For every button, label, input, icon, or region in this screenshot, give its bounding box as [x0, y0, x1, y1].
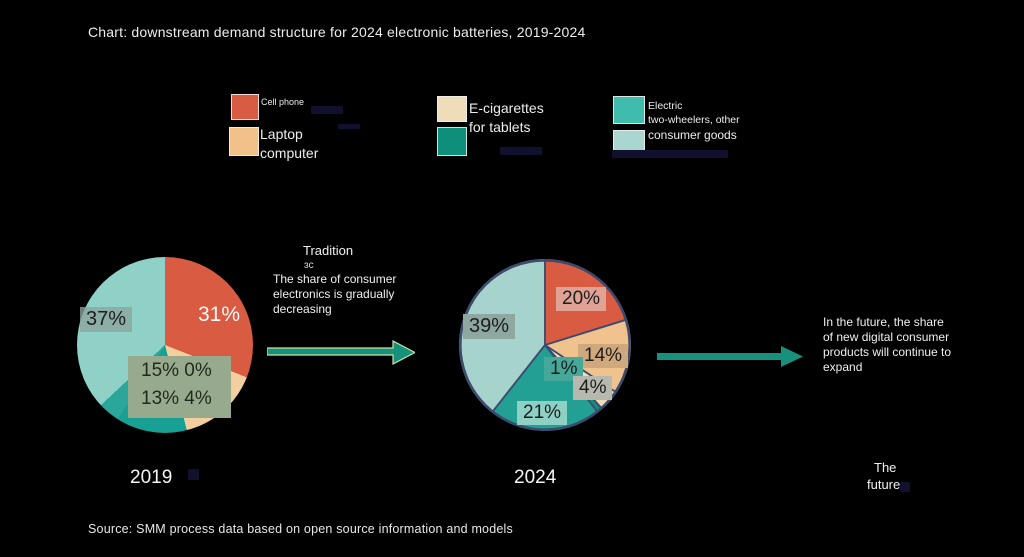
right-annotation-line3: products will continue to [823, 345, 952, 359]
legend-swatch-e-cigarettes [437, 96, 467, 122]
legend-swatch-cell-phone [231, 94, 259, 120]
middle-annotation-glyph: ɜc [304, 260, 314, 271]
pie-2024-label-cell: 20% [556, 287, 607, 311]
legend-label-laptop-line2: computer [260, 145, 319, 161]
pie-2019-label-cell: 31% [198, 303, 241, 326]
year-label-2024: 2024 [514, 467, 557, 488]
middle-annotation-heading: Tradition [303, 243, 354, 258]
middle-annotation-line1: The share of consumer [273, 272, 397, 286]
legend-swatch-tablets [437, 127, 467, 156]
illegible-dark-text [500, 147, 542, 155]
right-annotation-line1: In the future, the share [823, 315, 944, 329]
source-note: Source: SMM process data based on open s… [88, 522, 513, 536]
illegible-dark-text [612, 150, 728, 158]
pie-2024-label-laptop: 14% [578, 344, 629, 368]
pie-2019-center-label-box: 15% 0% 13% 4% [128, 356, 231, 418]
legend-swatch-two-wheelers [613, 96, 645, 124]
middle-annotation-line2: electronics is gradually [273, 287, 395, 301]
right-annotation-line2: of new digital consumer [823, 330, 950, 344]
pie-2024-label-consumer: 39% [463, 314, 516, 339]
middle-annotation-line3: decreasing [273, 302, 332, 316]
legend-label-electric: Electric [648, 100, 683, 112]
illegible-dark-text [338, 124, 360, 129]
chart-title: Chart: downstream demand structure for 2… [88, 24, 586, 40]
legend-label-consumer-goods: consumer goods [648, 128, 737, 142]
illegible-dark-text [900, 482, 910, 492]
right-arrow-icon [267, 340, 415, 365]
legend-swatch-laptop [229, 127, 259, 156]
legend-label-e-cigarettes: E-cigarettes [469, 100, 544, 116]
legend-label-cell-phone: Cell phone [261, 97, 305, 107]
legend-label-two-wheelers: two-wheelers, other [648, 114, 740, 126]
legend-label-laptop-line1: Laptop [260, 126, 303, 142]
pie-2019-box-line1: 15% 0% [141, 360, 212, 381]
future-label-line2: future [867, 477, 901, 492]
year-label-2019: 2019 [130, 467, 173, 488]
right-annotation-line4: expand [823, 360, 863, 374]
legend-label-for-tablets: for tablets [469, 119, 531, 135]
pie-2024-label-ecig: 4% [573, 376, 613, 400]
illegible-dark-text [188, 469, 199, 480]
pie-2024-label-two-wheelers: 21% [517, 401, 568, 425]
pie-2019-box-line2: 13% 4% [141, 388, 212, 409]
right-arrow-icon [657, 346, 803, 367]
illegible-dark-text [311, 106, 343, 114]
pie-2019-label-consumer: 37% [80, 307, 133, 332]
future-label-line1: The [874, 460, 897, 475]
